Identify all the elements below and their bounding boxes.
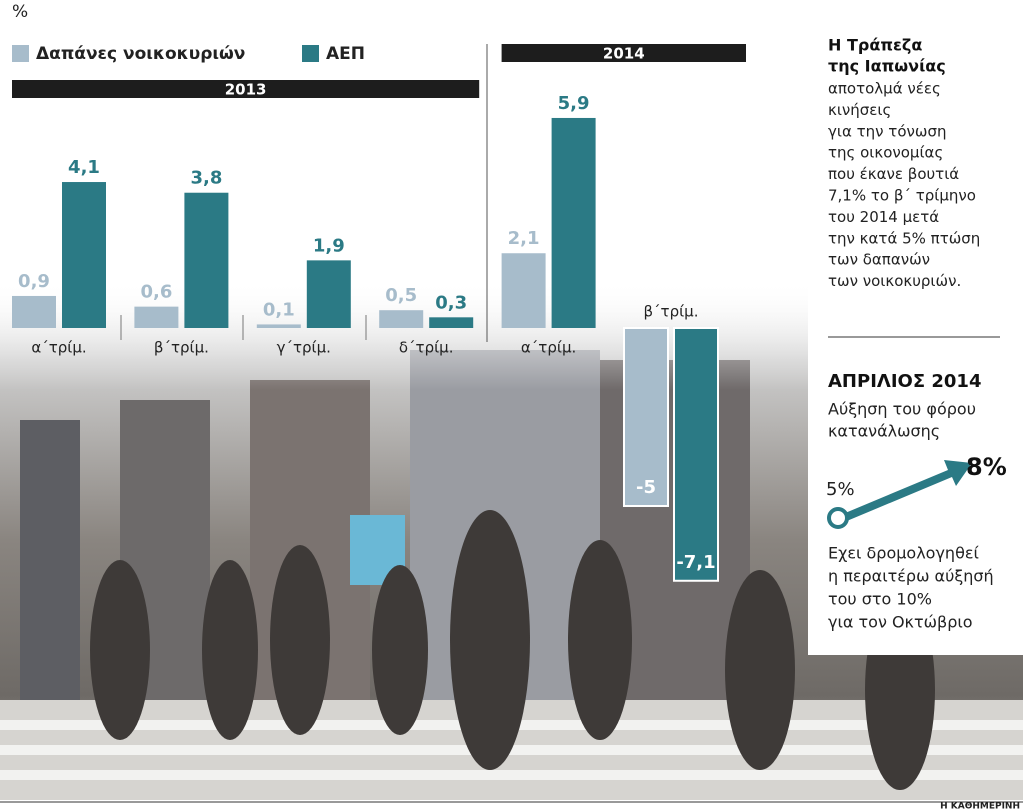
value-label: 0,1 <box>263 299 295 320</box>
sidebar-title: της Ιαπωνίας <box>828 57 946 76</box>
rate-to: 8% <box>966 453 1007 481</box>
bar <box>62 182 106 328</box>
category-label: β΄τρίμ. <box>154 339 209 357</box>
sidebar-panel <box>808 28 1023 655</box>
value-label: 3,8 <box>190 168 222 189</box>
bar <box>429 317 474 328</box>
legend-label: Δαπάνες νοικοκυριών <box>36 44 245 64</box>
value-label: 0,6 <box>140 282 172 303</box>
sidebar-text: της οικονομίας <box>828 144 943 162</box>
bar <box>184 192 229 328</box>
bar <box>306 260 351 328</box>
bar <box>12 295 56 328</box>
category-label: α΄τρίμ. <box>521 339 576 357</box>
bar <box>623 327 669 507</box>
year-label: 2014 <box>603 45 645 63</box>
bar <box>551 117 596 329</box>
legend-label: ΑΕΠ <box>326 44 365 64</box>
bar <box>501 253 546 328</box>
legend-swatch <box>302 45 319 62</box>
value-label: 5,9 <box>558 93 590 114</box>
sidebar-note: Εχει δρομολογηθεί <box>828 544 980 563</box>
sidebar-text: του 2014 μετά <box>828 208 939 226</box>
unit-label: % <box>12 2 28 22</box>
arrow <box>838 460 972 523</box>
sidebar-note: η περαιτέρω αύξησή <box>828 567 994 586</box>
year-banner <box>12 80 480 98</box>
sidebar-heading: ΑΠΡΙΛΙΟΣ 2014 <box>828 371 981 392</box>
rate-from: 5% <box>826 479 855 500</box>
value-label: -7,1 <box>676 552 715 573</box>
sidebar-text: 7,1% το β΄ τρίμηνο <box>828 187 976 205</box>
sidebar-text: αποτολμά νέες <box>828 80 941 98</box>
category-label: δ΄τρίμ. <box>399 339 454 357</box>
value-label: 0,3 <box>435 292 467 313</box>
value-label: -5 <box>636 477 656 498</box>
footer: Η ΚΑΘΗΜΕΡΙΝΗ <box>940 802 1020 810</box>
sidebar-text: κινήσεις <box>828 101 891 119</box>
sidebar-text: για την τόνωση <box>828 122 946 140</box>
category-label: γ΄τρίμ. <box>277 339 331 357</box>
sidebar-note: του στο 10% <box>828 590 932 609</box>
sidebar-text: την κατά 5% πτώση <box>828 229 980 247</box>
arrow-start <box>827 507 849 529</box>
bar <box>134 306 179 328</box>
sidebar-note: για τον Οκτώβριο <box>828 613 973 632</box>
category-label: β΄τρίμ. <box>643 303 698 321</box>
bar <box>256 324 301 328</box>
sidebar-text: των νοικοκυριών. <box>828 272 961 290</box>
sidebar-text: που έκανε βουτιά <box>828 165 959 183</box>
legend-swatch <box>12 45 29 62</box>
value-label: 0,5 <box>385 285 417 306</box>
value-label: 0,9 <box>18 271 50 292</box>
sidebar-subheading: κατανάλωσης <box>828 422 940 441</box>
category-label: α΄τρίμ. <box>31 339 86 357</box>
bar <box>379 310 424 328</box>
year-label: 2013 <box>225 81 267 99</box>
year-banner <box>501 44 746 62</box>
bar <box>673 327 719 582</box>
sidebar-text: των δαπανών <box>828 251 930 269</box>
sidebar-subheading: Αύξηση του φόρου <box>828 400 976 419</box>
sidebar-title: Η Τράπεζα <box>828 36 922 55</box>
value-label: 1,9 <box>313 235 345 256</box>
value-label: 4,1 <box>68 157 100 178</box>
value-label: 2,1 <box>508 228 540 249</box>
